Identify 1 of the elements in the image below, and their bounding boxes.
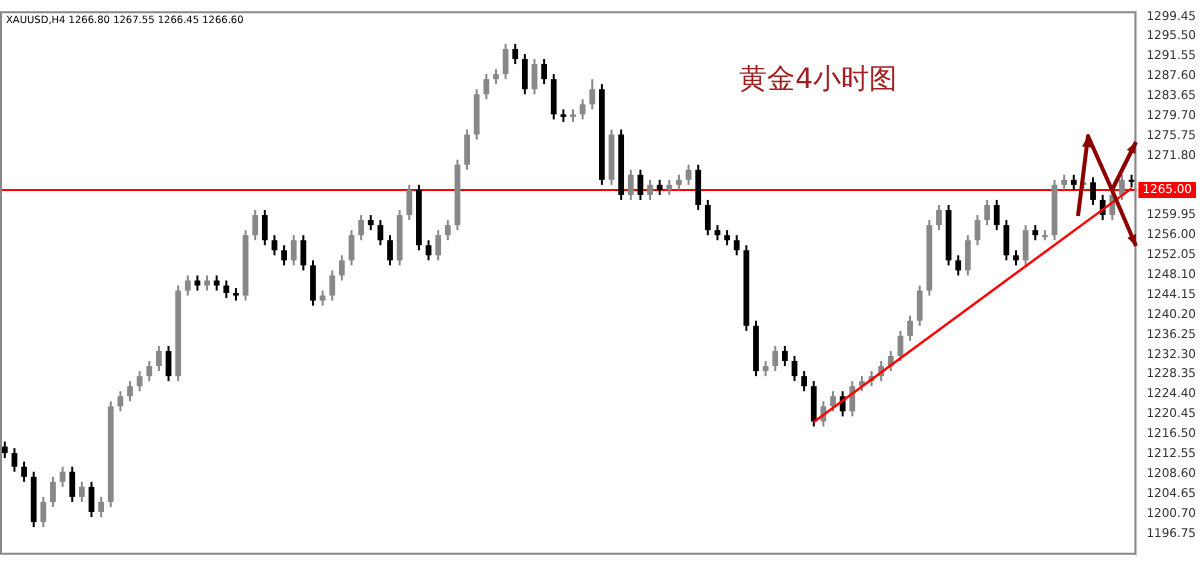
text: 黄金4小时图 bbox=[739, 64, 898, 97]
